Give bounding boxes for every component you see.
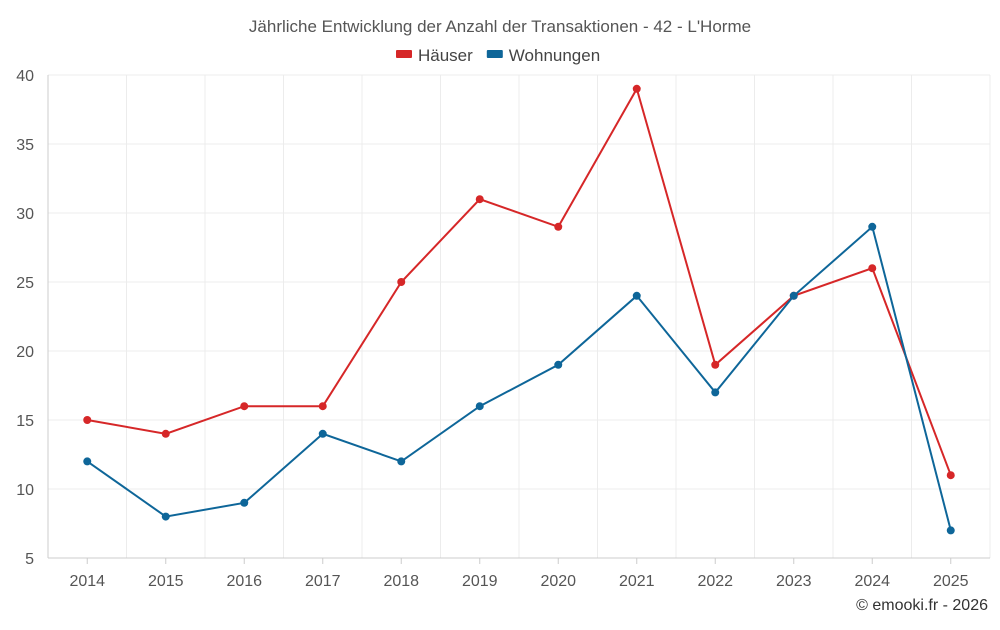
- legend-label: Häuser: [418, 46, 473, 65]
- x-tick-label: 2014: [69, 573, 105, 590]
- data-point[interactable]: [946, 471, 955, 480]
- data-point[interactable]: [161, 429, 170, 438]
- data-point[interactable]: [554, 222, 563, 231]
- data-point[interactable]: [789, 291, 798, 300]
- y-tick-label: 25: [16, 275, 34, 292]
- y-tick-label: 35: [16, 137, 34, 154]
- data-point[interactable]: [711, 360, 720, 369]
- x-tick-label: 2020: [540, 573, 576, 590]
- x-tick-label: 2023: [776, 573, 812, 590]
- x-tick-label: 2015: [148, 573, 184, 590]
- x-tick-label: 2022: [697, 573, 733, 590]
- x-tick-label: 2017: [305, 573, 341, 590]
- x-tick-label: 2021: [619, 573, 655, 590]
- series-wohnungen: [83, 222, 955, 535]
- series-line: [87, 86, 952, 476]
- x-tick-label: 2018: [383, 573, 419, 590]
- y-tick-label: 10: [16, 482, 34, 499]
- x-tick-label: 2019: [462, 573, 498, 590]
- y-tick-label: 30: [16, 206, 34, 223]
- data-point[interactable]: [632, 291, 641, 300]
- credit-text: © emooki.fr - 2026: [856, 597, 988, 614]
- data-point[interactable]: [868, 264, 877, 273]
- legend-label: Wohnungen: [509, 46, 600, 65]
- data-point[interactable]: [397, 457, 406, 466]
- chart-title: Jährliche Entwicklung der Anzahl der Tra…: [249, 17, 751, 36]
- data-point[interactable]: [161, 512, 170, 521]
- data-point[interactable]: [868, 222, 877, 231]
- data-point[interactable]: [397, 278, 406, 286]
- legend-item-wohnungen[interactable]: Wohnungen: [486, 46, 600, 65]
- data-point[interactable]: [83, 416, 92, 424]
- data-point[interactable]: [318, 429, 327, 438]
- x-tick-label: 2024: [854, 573, 890, 590]
- gridlines: [48, 74, 991, 558]
- data-point[interactable]: [318, 402, 327, 411]
- legend-swatch: [396, 50, 412, 58]
- y-tick-label: 40: [16, 68, 34, 85]
- legend-item-häuser[interactable]: Häuser: [396, 46, 473, 65]
- data-point[interactable]: [946, 526, 955, 535]
- data-point[interactable]: [475, 402, 484, 411]
- data-point[interactable]: [240, 402, 249, 411]
- legend-swatch: [486, 50, 503, 58]
- data-point[interactable]: [240, 498, 249, 507]
- data-point[interactable]: [475, 195, 484, 204]
- x-tick-label: 2016: [226, 573, 262, 590]
- y-tick-label: 20: [16, 344, 34, 361]
- y-tick-label: 5: [25, 551, 34, 568]
- y-tick-label: 15: [16, 413, 34, 430]
- data-point[interactable]: [632, 84, 641, 93]
- legend: Häuser Wohnungen: [396, 46, 600, 65]
- x-tick-label: 2025: [933, 573, 969, 590]
- series-group: [83, 84, 955, 535]
- data-point[interactable]: [711, 388, 720, 397]
- series-line: [86, 224, 952, 531]
- data-point[interactable]: [83, 457, 92, 466]
- data-point[interactable]: [554, 360, 563, 369]
